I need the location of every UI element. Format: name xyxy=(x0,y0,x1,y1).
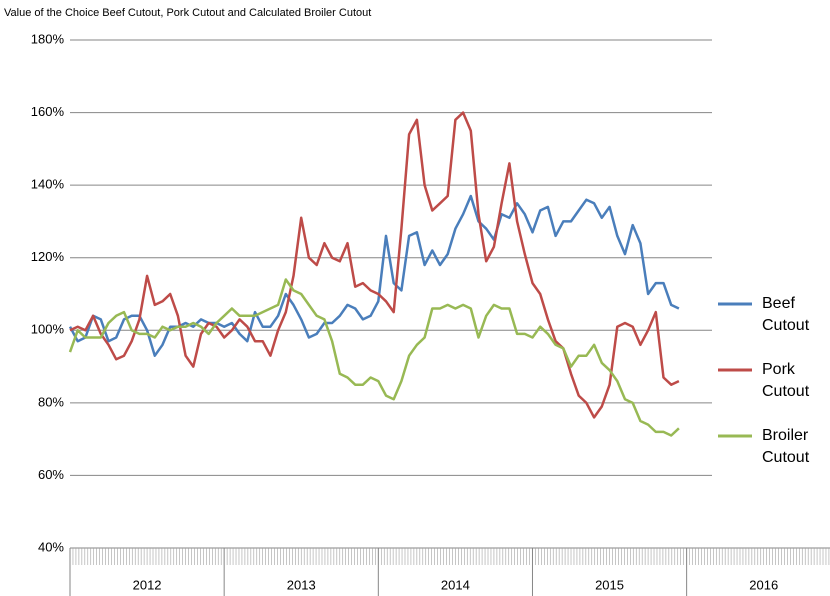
y-tick-label: 40% xyxy=(38,539,64,554)
y-tick-label: 60% xyxy=(38,467,64,482)
y-tick-label: 120% xyxy=(31,249,65,264)
legend-label: Beef Cutout xyxy=(762,295,810,334)
x-tick-label: 2015 xyxy=(595,577,624,592)
series-line xyxy=(69,111,680,419)
chart-title: Value of the Choice Beef Cutout, Pork Cu… xyxy=(4,7,371,19)
y-tick-label: 140% xyxy=(31,177,65,192)
y-tick-label: 160% xyxy=(31,104,65,119)
series-line xyxy=(68,278,680,437)
x-tick-label: 2013 xyxy=(287,577,316,592)
y-tick-label: 180% xyxy=(31,31,65,46)
series-line xyxy=(68,194,680,357)
x-tick-label: 2014 xyxy=(441,577,470,592)
legend-label: Broiler Cutout xyxy=(762,427,810,466)
y-tick-label: 100% xyxy=(31,322,65,337)
x-tick-label: 2012 xyxy=(133,577,162,592)
y-tick-label: 80% xyxy=(38,394,64,409)
legend-label: Pork Cutout xyxy=(762,361,810,400)
x-tick-label: 2016 xyxy=(749,577,778,592)
